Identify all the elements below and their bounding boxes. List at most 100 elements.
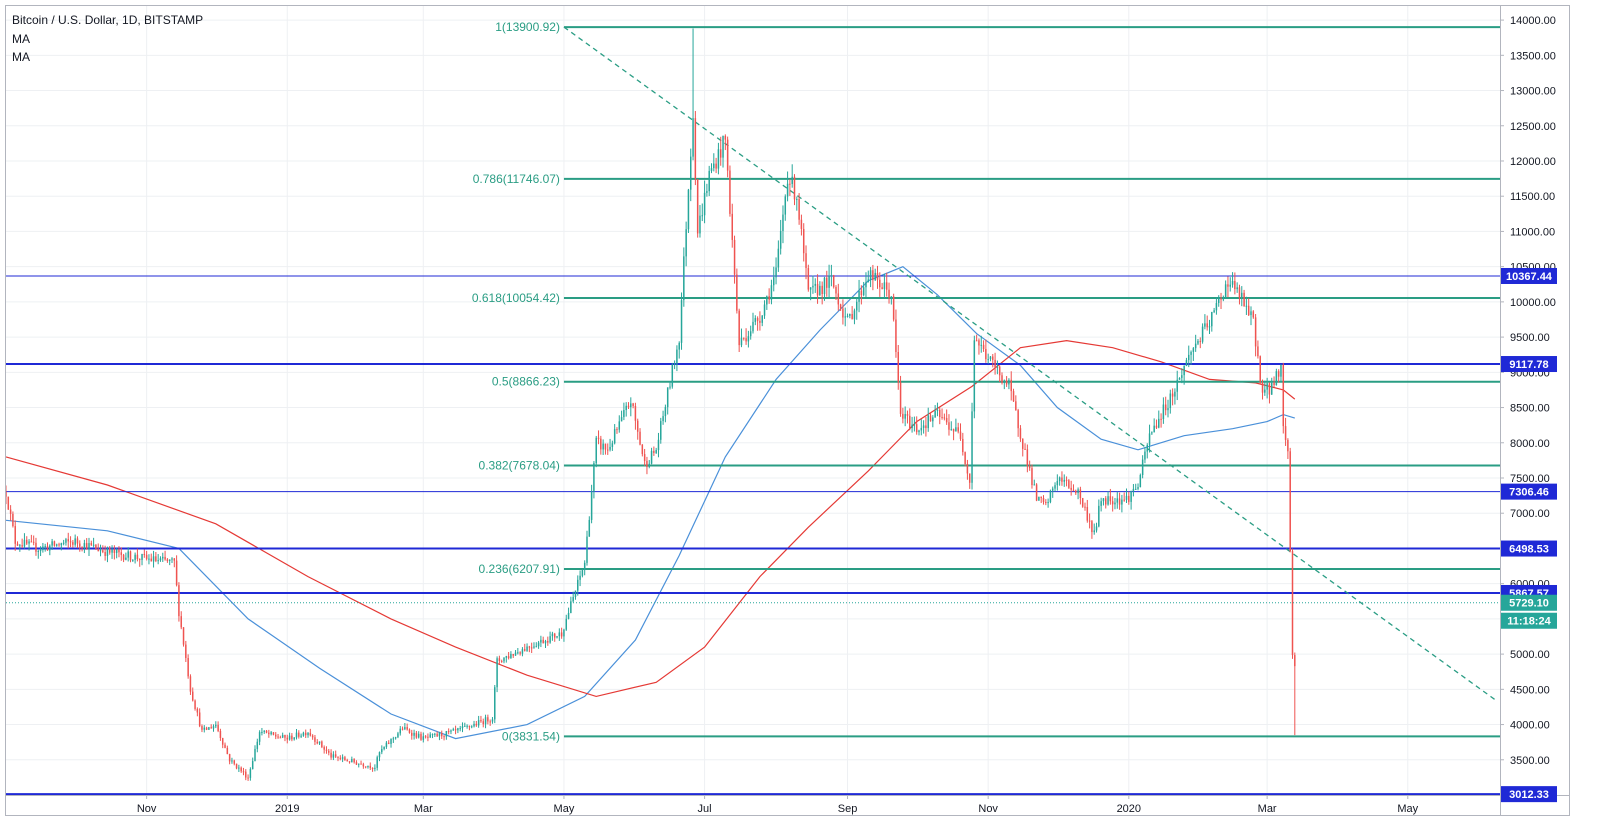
candle-body xyxy=(256,741,259,749)
candle-body xyxy=(696,179,699,234)
candle-body xyxy=(376,757,378,768)
candle-body xyxy=(802,228,805,254)
candle-body xyxy=(858,290,860,302)
candle-body xyxy=(309,732,312,736)
candle-body xyxy=(362,764,365,767)
candle-body xyxy=(1003,380,1006,383)
time-axis[interactable]: Nov 2019 Mar May Jul Sep Nov 2020 Mar May xyxy=(137,795,1419,815)
candle-body xyxy=(567,612,570,619)
candle-body xyxy=(1045,502,1047,504)
candle-body xyxy=(378,752,381,758)
candle-body xyxy=(459,728,461,730)
candle-body xyxy=(885,282,888,290)
candle-body xyxy=(171,558,173,560)
candle-body xyxy=(1197,341,1199,344)
candle-body xyxy=(1169,393,1172,409)
candle-body xyxy=(955,427,957,432)
candle-body xyxy=(505,656,508,658)
ma-slow-line xyxy=(5,339,1296,698)
candle-body xyxy=(749,331,752,337)
candle-body xyxy=(1229,284,1231,287)
candle-body xyxy=(422,736,425,740)
candle-body xyxy=(971,411,973,483)
candle-body xyxy=(168,559,171,561)
candle-body xyxy=(763,304,766,316)
candle-body xyxy=(1100,501,1102,506)
downtrend-line[interactable] xyxy=(563,26,1496,701)
candle-body xyxy=(111,549,113,553)
horizontal-lines[interactable] xyxy=(6,275,1500,796)
candle-body xyxy=(1038,496,1040,501)
candle-body xyxy=(387,742,390,744)
candle-body xyxy=(867,279,870,283)
candle-body xyxy=(1231,281,1234,285)
candle-body xyxy=(832,275,835,287)
y-tick-label: 11500.00 xyxy=(1510,191,1555,203)
candle-body xyxy=(261,731,263,733)
price-tag-label: 7306.46 xyxy=(1509,487,1549,499)
candle-body xyxy=(1098,505,1100,527)
x-tick-label: May xyxy=(1397,803,1418,815)
fib-level-label: 0.618(10054.42) xyxy=(472,291,560,305)
candle-body xyxy=(26,539,28,544)
candle-body xyxy=(558,632,561,637)
candle-body xyxy=(733,239,736,275)
candle-body xyxy=(339,757,342,759)
candle-body xyxy=(563,629,565,637)
candle-body xyxy=(1139,474,1142,488)
candle-body xyxy=(602,443,604,450)
candle-body xyxy=(600,438,602,450)
candle-body xyxy=(609,446,611,450)
candle-body xyxy=(1158,418,1160,428)
symbol-title[interactable]: Bitcoin / U.S. Dollar, 1D, BITSTAMP xyxy=(12,13,203,27)
price-tag-bg xyxy=(1501,267,1557,284)
candle-body xyxy=(549,636,551,643)
candle-body xyxy=(51,541,53,546)
candle-body xyxy=(175,560,178,586)
candle-body xyxy=(399,728,401,734)
candle-body xyxy=(284,734,286,738)
trendline[interactable] xyxy=(563,26,1496,701)
candle-body xyxy=(1277,371,1280,377)
candle-body xyxy=(9,509,12,514)
y-tick-label: 12500.00 xyxy=(1510,121,1556,133)
candle-body xyxy=(374,767,376,769)
candle-body xyxy=(643,454,646,461)
candle-body xyxy=(708,170,710,192)
candle-body xyxy=(966,463,969,474)
candle-body xyxy=(791,176,793,184)
ma-indicator-label-1[interactable]: MA xyxy=(12,32,30,46)
candle-body xyxy=(952,429,955,432)
candle-body xyxy=(231,760,233,762)
candle-body xyxy=(332,754,335,758)
candle-body xyxy=(1294,655,1296,667)
candle-body xyxy=(1171,393,1174,397)
candle-body xyxy=(992,356,994,360)
ma-indicator-label-2[interactable]: MA xyxy=(12,50,30,64)
candle-body xyxy=(892,296,895,320)
candle-body xyxy=(307,732,309,736)
candle-body xyxy=(1079,489,1082,499)
candle-body xyxy=(215,724,217,727)
candle-body xyxy=(480,720,482,722)
candle-body xyxy=(1047,502,1049,504)
candle-body xyxy=(475,723,478,726)
candle-body xyxy=(519,652,521,654)
candle-body xyxy=(240,767,242,772)
candle-body xyxy=(766,296,768,305)
candle-body xyxy=(876,272,879,280)
candle-body xyxy=(457,728,459,731)
candle-body xyxy=(1220,298,1222,300)
candle-body xyxy=(1273,382,1275,386)
candle-body xyxy=(1121,499,1123,505)
candle-body xyxy=(1137,487,1139,489)
candle-body xyxy=(92,544,95,546)
candle-body xyxy=(507,656,510,659)
candle-body xyxy=(275,734,277,737)
candle-body xyxy=(553,633,556,638)
candle-body xyxy=(625,405,627,411)
price-tag-label: 3012.33 xyxy=(1509,789,1549,801)
candle-body xyxy=(784,196,787,215)
